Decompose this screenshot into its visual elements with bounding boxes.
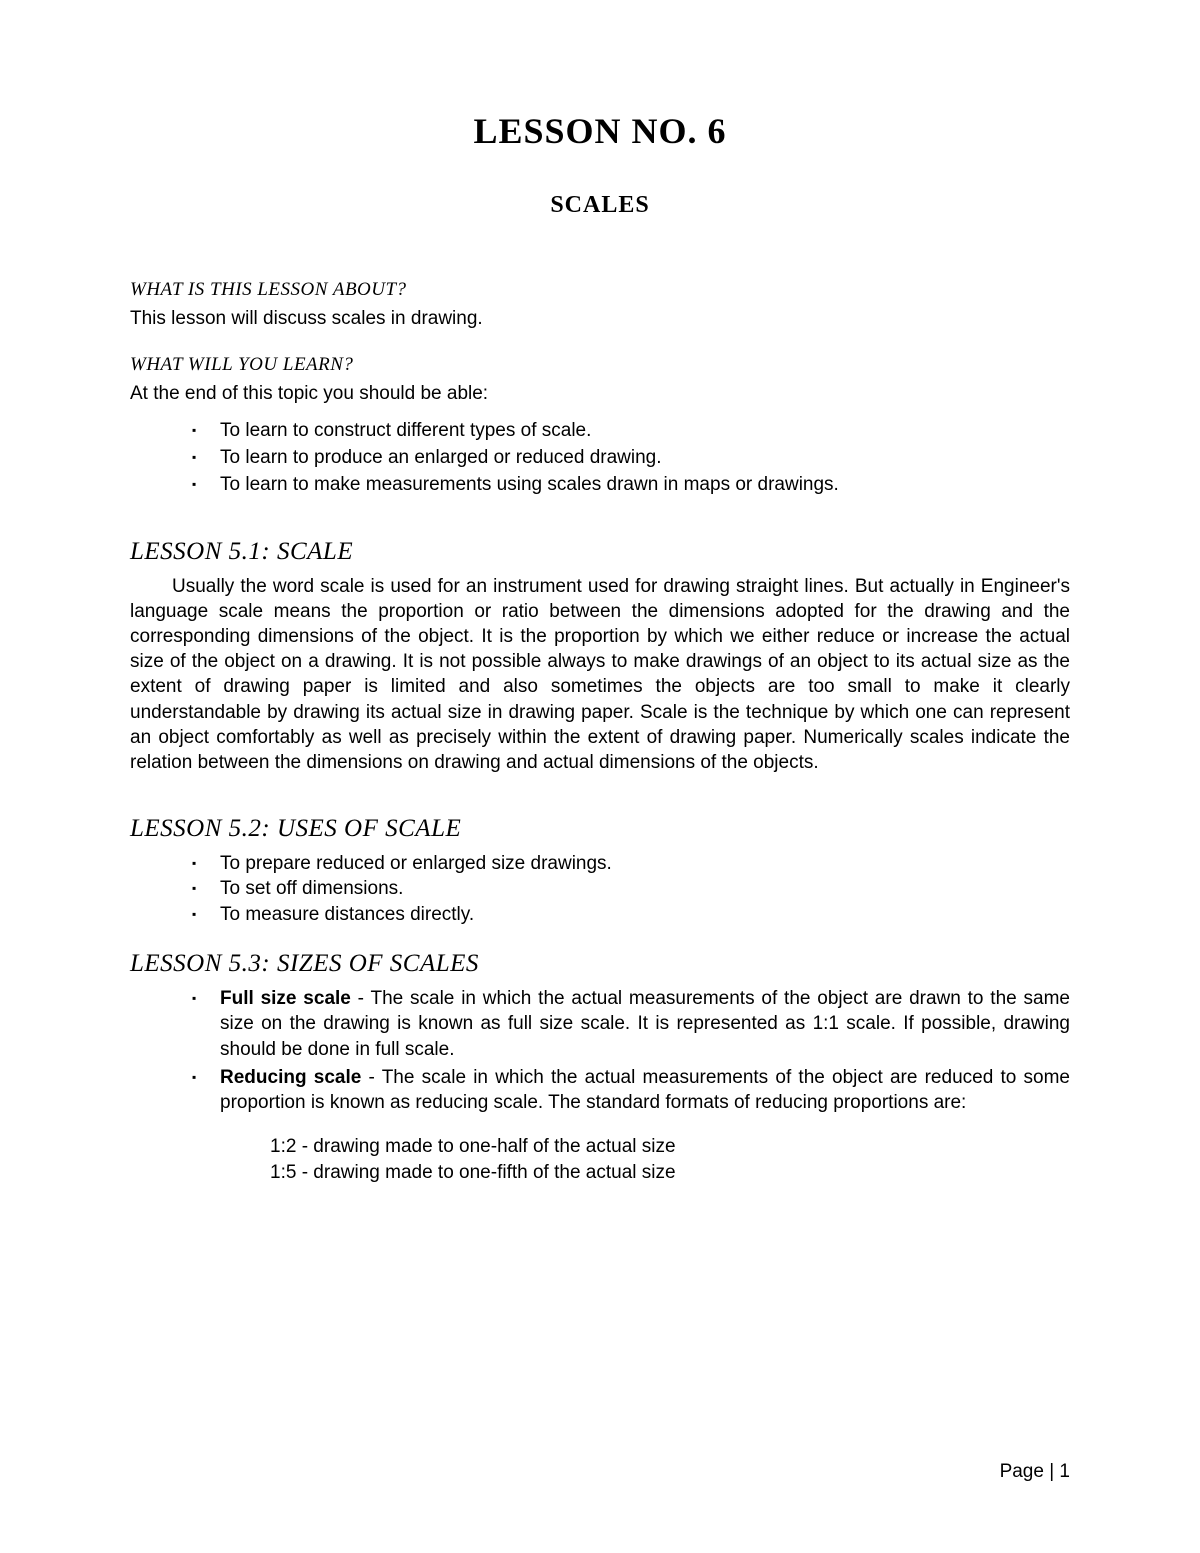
section-5-1-heading: LESSON 5.1: SCALE [130,538,1070,566]
learn-heading: WHAT WILL YOU LEARN? [130,354,1070,376]
term-label: Reducing scale [220,1067,361,1088]
page-number: Page | 1 [1000,1461,1070,1483]
list-item: To set off dimensions. [192,876,1070,902]
lesson-title: LESSON NO. 6 [130,110,1070,152]
learn-intro: At the end of this topic you should be a… [130,382,1070,407]
about-heading: WHAT IS THIS LESSON ABOUT? [130,279,1070,301]
list-item: To prepare reduced or enlarged size draw… [192,851,1070,877]
list-item: To measure distances directly. [192,902,1070,928]
document-page: LESSON NO. 6 SCALES WHAT IS THIS LESSON … [0,0,1200,1245]
section-5-2-heading: LESSON 5.2: USES OF SCALE [130,815,1070,843]
list-item: To learn to produce an enlarged or reduc… [192,445,1070,472]
list-item: Reducing scale - The scale in which the … [192,1065,1070,1116]
section-5-1-text: Usually the word scale is used for an in… [130,574,1070,775]
sub-item: 1:5 - drawing made to one-fifth of the a… [270,1160,1070,1186]
about-text: This lesson will discuss scales in drawi… [130,307,1070,332]
uses-list: To prepare reduced or enlarged size draw… [130,851,1070,928]
list-item: Full size scale - The scale in which the… [192,986,1070,1063]
section-5-3-heading: LESSON 5.3: SIZES OF SCALES [130,950,1070,978]
sub-item: 1:2 - drawing made to one-half of the ac… [270,1134,1070,1160]
lesson-subtitle: SCALES [130,192,1070,219]
term-label: Full size scale [220,988,351,1009]
sizes-list: Full size scale - The scale in which the… [130,986,1070,1116]
list-item: To learn to construct different types of… [192,418,1070,445]
learn-list: To learn to construct different types of… [130,418,1070,498]
list-item: To learn to make measurements using scal… [192,472,1070,499]
para-text: Usually the word scale is used for an in… [130,576,1070,773]
reducing-examples: 1:2 - drawing made to one-half of the ac… [130,1134,1070,1185]
